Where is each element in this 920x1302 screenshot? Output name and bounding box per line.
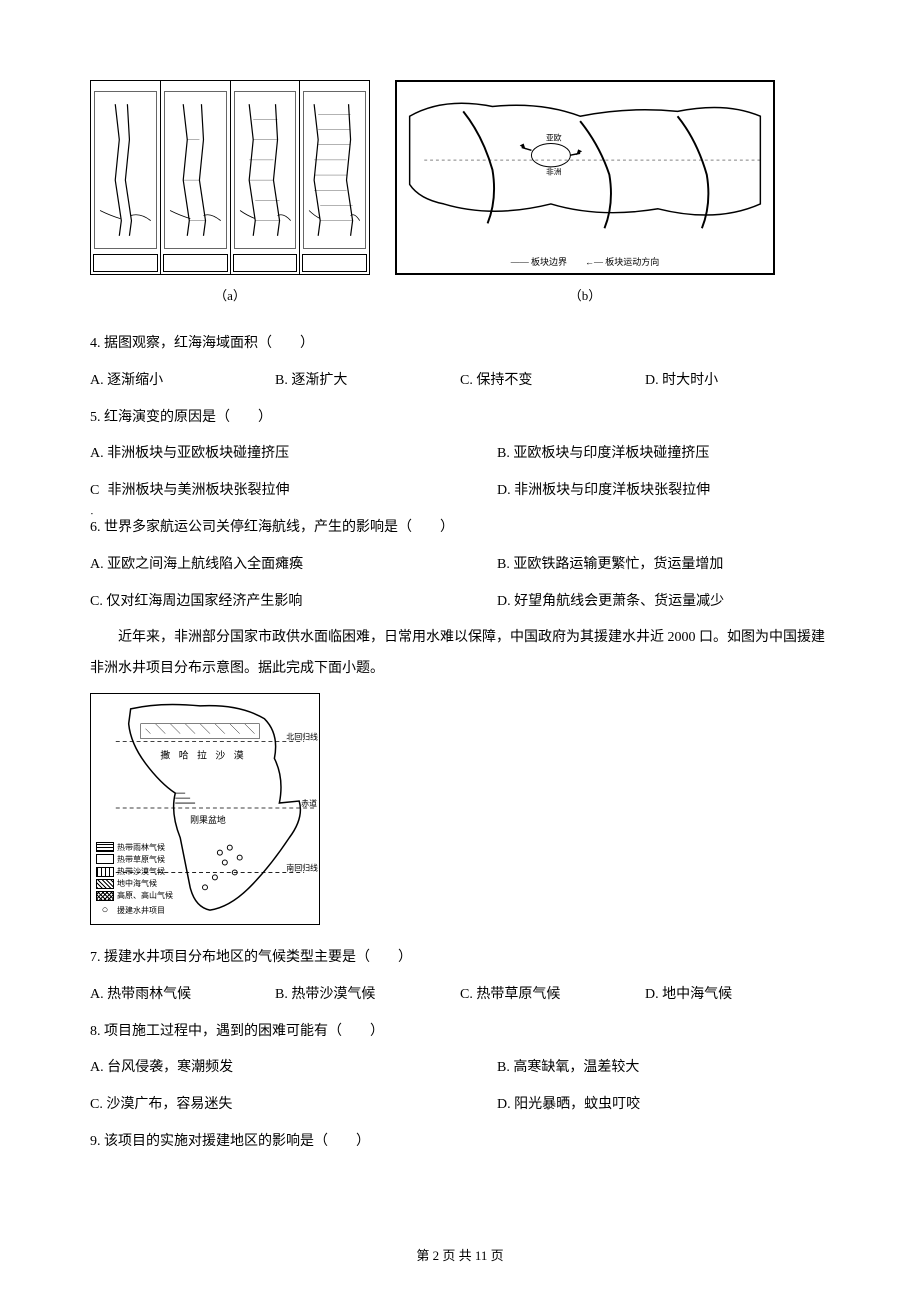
rift-svg-2 — [165, 92, 226, 248]
legend-row-6: ○ 援建水井项目 — [96, 903, 186, 918]
q4-opt-d: D. 时大时小 — [645, 366, 830, 397]
q7-stem: 7. 援建水井项目分布地区的气候类型主要是（ ） — [90, 943, 830, 974]
figure-a — [90, 80, 370, 275]
q5-c-dot: ． — [90, 503, 98, 521]
tropic-n-label: 北回归线 — [286, 732, 318, 742]
basin-label: 刚果盆地 — [190, 814, 226, 825]
q5-opt-b: B. 亚欧板块与印度洋板块碰撞挤压 — [497, 439, 830, 470]
q4-options: A. 逐渐缩小 B. 逐渐扩大 C. 保持不变 D. 时大时小 — [90, 366, 830, 397]
legend-box-5 — [96, 891, 114, 901]
legend-box-2 — [96, 854, 114, 864]
q5-opt-a: A. 非洲板块与亚欧板块碰撞挤压 — [90, 439, 497, 470]
rift-svg-1 — [95, 92, 156, 248]
sahara-label: 撒 哈 拉 沙 漠 — [160, 748, 246, 761]
q4-stem: 4. 据图观察，红海海域面积（ ） — [90, 329, 830, 360]
figure-a-panel-3 — [231, 81, 301, 274]
q7-options: A. 热带雨林气候 B. 热带沙漠气候 C. 热带草原气候 D. 地中海气候 — [90, 980, 830, 1011]
tropic-s-label: 南回归线 — [286, 862, 318, 872]
legend-label-6: 援建水井项目 — [117, 905, 165, 916]
legend-label-5: 高原、高山气候 — [117, 890, 173, 901]
legend-label-2: 热带草原气候 — [117, 854, 165, 865]
caption-row: （a） （b） — [90, 285, 830, 304]
caption-b: （b） — [395, 285, 775, 304]
q5-options-row2: C． 非洲板块与美洲板块张裂拉伸 D. 非洲板块与印度洋板块张裂拉伸 — [90, 476, 830, 507]
figure-a-panel-4 — [300, 81, 369, 274]
q8-opt-c: C. 沙漠广布，容易迷失 — [90, 1090, 497, 1121]
legend-box-3 — [96, 867, 114, 877]
q6-stem: 6. 世界多家航运公司关停红海航线，产生的影响是（ ） — [90, 513, 830, 544]
africa-legend: 热带雨林气候 热带草原气候 热带沙漠气候 地中海气候 高原、高山气候 ○ 援建水… — [96, 842, 186, 919]
q7-opt-d: D. 地中海气候 — [645, 980, 830, 1011]
svg-text:非洲: 非洲 — [546, 167, 562, 177]
q5-opt-c: C． 非洲板块与美洲板块张裂拉伸 — [90, 476, 497, 507]
rift-svg-3 — [235, 92, 296, 248]
legend-row-1: 热带雨林气候 — [96, 842, 186, 853]
q6-options-row1: A. 亚欧之间海上航线陷入全面瘫痪 B. 亚欧铁路运输更繁忙，货运量增加 — [90, 550, 830, 581]
q8-opt-d: D. 阳光暴晒，蚊虫叮咬 — [497, 1090, 830, 1121]
q6-opt-d: D. 好望角航线会更萧条、货运量减少 — [497, 587, 830, 618]
legend-label-4: 地中海气候 — [117, 878, 157, 889]
figure-a-label-3 — [233, 254, 298, 272]
q5-c-text: 非洲板块与美洲板块张裂拉伸 — [104, 483, 290, 498]
equator-label: 赤道 — [301, 798, 317, 808]
passage-text: 近年来，非洲部分国家市政供水面临困难，日常用水难以保障，中国政府为其援建水井近 … — [90, 623, 830, 685]
world-plates-svg: 亚欧 非洲 — [402, 87, 768, 238]
q4-opt-c: C. 保持不变 — [460, 366, 645, 397]
svg-text:亚欧: 亚欧 — [546, 133, 562, 143]
q6-opt-a: A. 亚欧之间海上航线陷入全面瘫痪 — [90, 550, 497, 581]
rift-svg-4 — [304, 92, 365, 248]
q7-opt-c: C. 热带草原气候 — [460, 980, 645, 1011]
page-footer: 第 2 页 共 11 页 — [0, 1245, 920, 1264]
q8-opt-a: A. 台风侵袭，寒潮频发 — [90, 1053, 497, 1084]
q7-opt-b: B. 热带沙漠气候 — [275, 980, 460, 1011]
q8-stem: 8. 项目施工过程中，遇到的困难可能有（ ） — [90, 1017, 830, 1048]
q5-options-row1: A. 非洲板块与亚欧板块碰撞挤压 B. 亚欧板块与印度洋板块碰撞挤压 — [90, 439, 830, 470]
figure-b-legend: —— 板块边界 ←— 板块运动方向 — [397, 255, 773, 268]
legend-row-4: 地中海气候 — [96, 878, 186, 889]
q6-opt-c: C. 仅对红海周边国家经济产生影响 — [90, 587, 497, 618]
q9-stem: 9. 该项目的实施对援建地区的影响是（ ） — [90, 1127, 830, 1158]
figure-a-label-4 — [302, 254, 367, 272]
figure-a-panel-1 — [91, 81, 161, 274]
legend-row-3: 热带沙漠气候 — [96, 866, 186, 877]
q6-options-row2: C. 仅对红海周边国家经济产生影响 D. 好望角航线会更萧条、货运量减少 — [90, 587, 830, 618]
figure-a-label-2 — [163, 254, 228, 272]
legend-box-4 — [96, 879, 114, 889]
q5-c-letter: C — [90, 483, 99, 498]
figure-row: 亚欧 非洲 —— 板块边界 ←— 板块运动方向 — [90, 80, 830, 275]
figure-a-label-1 — [93, 254, 158, 272]
legend-row-2: 热带草原气候 — [96, 854, 186, 865]
figure-africa: 北回归线 赤道 南回归线 撒 哈 拉 沙 漠 刚果盆地 热带雨林气候 热带草原气… — [90, 693, 320, 925]
q4-opt-a: A. 逐渐缩小 — [90, 366, 275, 397]
figure-b: 亚欧 非洲 —— 板块边界 ←— 板块运动方向 — [395, 80, 775, 275]
q8-options-row2: C. 沙漠广布，容易迷失 D. 阳光暴晒，蚊虫叮咬 — [90, 1090, 830, 1121]
legend-row-5: 高原、高山气候 — [96, 890, 186, 901]
q5-opt-d: D. 非洲板块与印度洋板块张裂拉伸 — [497, 476, 830, 507]
figure-b-map: 亚欧 非洲 — [402, 87, 768, 238]
legend-label-1: 热带雨林气候 — [117, 842, 165, 853]
q5-stem: 5. 红海演变的原因是（ ） — [90, 403, 830, 434]
q8-opt-b: B. 高寒缺氧，温差较大 — [497, 1053, 830, 1084]
figure-a-panel-2 — [161, 81, 231, 274]
legend-circle-icon: ○ — [96, 903, 114, 918]
q8-options-row1: A. 台风侵袭，寒潮频发 B. 高寒缺氧，温差较大 — [90, 1053, 830, 1084]
q7-opt-a: A. 热带雨林气候 — [90, 980, 275, 1011]
legend-label-3: 热带沙漠气候 — [117, 866, 165, 877]
q6-opt-b: B. 亚欧铁路运输更繁忙，货运量增加 — [497, 550, 830, 581]
q4-opt-b: B. 逐渐扩大 — [275, 366, 460, 397]
legend-box-1 — [96, 842, 114, 852]
caption-a: （a） — [90, 285, 370, 304]
